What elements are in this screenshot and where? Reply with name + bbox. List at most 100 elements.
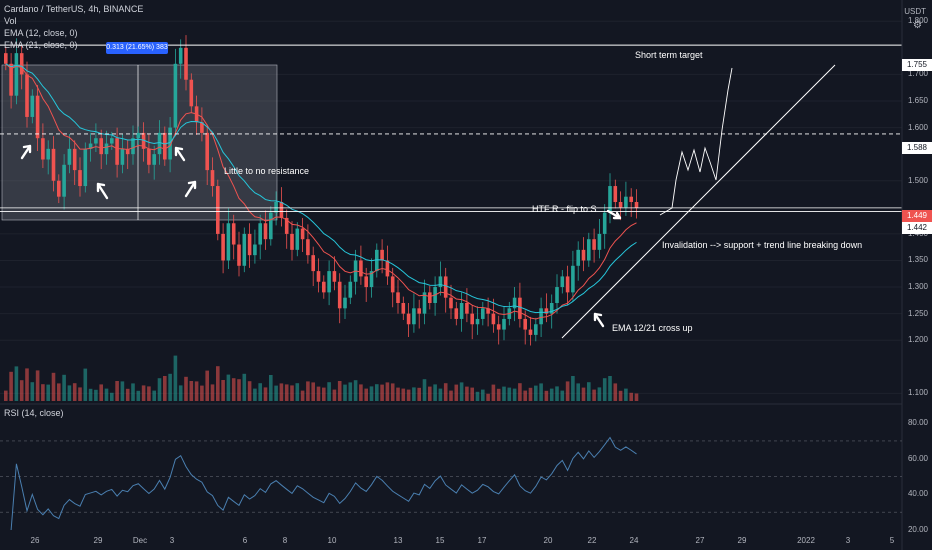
candle [528, 329, 533, 335]
candle [364, 276, 368, 288]
candle [178, 47, 183, 64]
volume-bar [237, 379, 241, 401]
volume-bar [194, 381, 199, 401]
volume-bar [168, 373, 172, 401]
volume-bar [629, 392, 633, 401]
candle [115, 138, 119, 165]
date-tick-label: 20 [543, 536, 553, 545]
volume-bar [581, 387, 586, 401]
candle [428, 292, 432, 303]
volume-bar [486, 393, 490, 401]
volume-bar [104, 388, 109, 401]
volume-bar [72, 383, 77, 401]
ema12-line [5, 63, 637, 320]
rsi-tick-label: 20.00 [907, 525, 928, 534]
ema21-legend[interactable]: EMA (21, close, 0) [4, 40, 78, 50]
volume-bar [25, 368, 29, 401]
candle [565, 276, 570, 293]
volume-bar [322, 387, 326, 401]
candle [465, 303, 469, 314]
ema12-legend[interactable]: EMA (12, close, 0) [4, 28, 78, 38]
volume-bar [369, 386, 374, 401]
candle [496, 324, 501, 330]
candle [592, 239, 596, 250]
candle [523, 318, 527, 330]
volume-bar [592, 389, 596, 401]
candle [94, 138, 98, 144]
date-tick-label: 17 [477, 536, 487, 545]
date-tick-label: 26 [30, 536, 40, 545]
candle [279, 202, 284, 218]
candle [253, 244, 257, 256]
candle [332, 271, 337, 282]
candle [385, 260, 390, 277]
candle [62, 164, 66, 197]
candle [359, 260, 363, 277]
volume-bar [523, 390, 527, 401]
volume-bar [290, 385, 294, 401]
volume-bar [560, 390, 565, 401]
trend-line[interactable] [561, 64, 836, 339]
volume-bar [602, 378, 607, 401]
candle [613, 186, 618, 202]
date-tick-label: 22 [587, 536, 597, 545]
volume-bar [634, 393, 639, 401]
rsi-tick-label: 60.00 [907, 453, 928, 463]
vol-legend[interactable]: Vol [4, 16, 17, 26]
candle [242, 233, 247, 266]
candle [51, 148, 56, 181]
volume-bar [406, 389, 411, 401]
candle [396, 292, 400, 303]
price-tick-label: 1.700 [907, 69, 928, 79]
volume-bar [316, 386, 321, 401]
volume-bar [263, 387, 268, 401]
volume-bar [210, 384, 215, 401]
volume-bar [597, 387, 602, 401]
rsi-line [10, 436, 637, 531]
candle [57, 180, 61, 197]
candle [597, 233, 602, 250]
volume-bar [147, 386, 151, 401]
volume-bar [433, 384, 437, 401]
volume-bar [242, 373, 247, 401]
candle [624, 196, 628, 208]
candle [571, 265, 575, 293]
volume-bar [152, 390, 156, 401]
candle [231, 223, 236, 245]
price-tick-label: 1.800 [907, 16, 928, 26]
rsi-legend[interactable]: RSI (14, close) [4, 408, 64, 418]
candle [269, 212, 273, 240]
volume-bar [454, 384, 459, 401]
candle [157, 132, 162, 155]
volume-bar [99, 384, 103, 401]
symbol-legend[interactable]: Cardano / TetherUS, 4h, BINANCE [4, 4, 144, 14]
price-tick-label: 1.500 [907, 175, 928, 185]
candle [306, 239, 310, 256]
volume-bar [178, 385, 183, 401]
volume-bar [337, 381, 342, 401]
volume-bar [14, 366, 19, 401]
candle [120, 148, 125, 165]
volume-bar [576, 383, 580, 401]
volume-bar [470, 387, 474, 401]
projection-path[interactable] [659, 67, 733, 216]
candle [560, 276, 565, 288]
candle [221, 233, 225, 261]
volume-bar [88, 388, 93, 401]
candle [226, 223, 231, 261]
volume-bar [422, 379, 427, 401]
volume-bar [380, 384, 384, 401]
volume-bar [115, 381, 119, 401]
volume-bar [30, 382, 35, 401]
gear-icon[interactable]: ⚙ [913, 20, 922, 31]
volume-bar [205, 370, 209, 401]
candle [67, 148, 72, 165]
volume-bar [9, 371, 13, 401]
candle [290, 233, 294, 250]
volume-bar [19, 380, 24, 401]
volume-bar [396, 387, 400, 401]
price-tick-label: 1.100 [907, 388, 928, 398]
candle [459, 303, 464, 319]
candle [375, 249, 379, 272]
